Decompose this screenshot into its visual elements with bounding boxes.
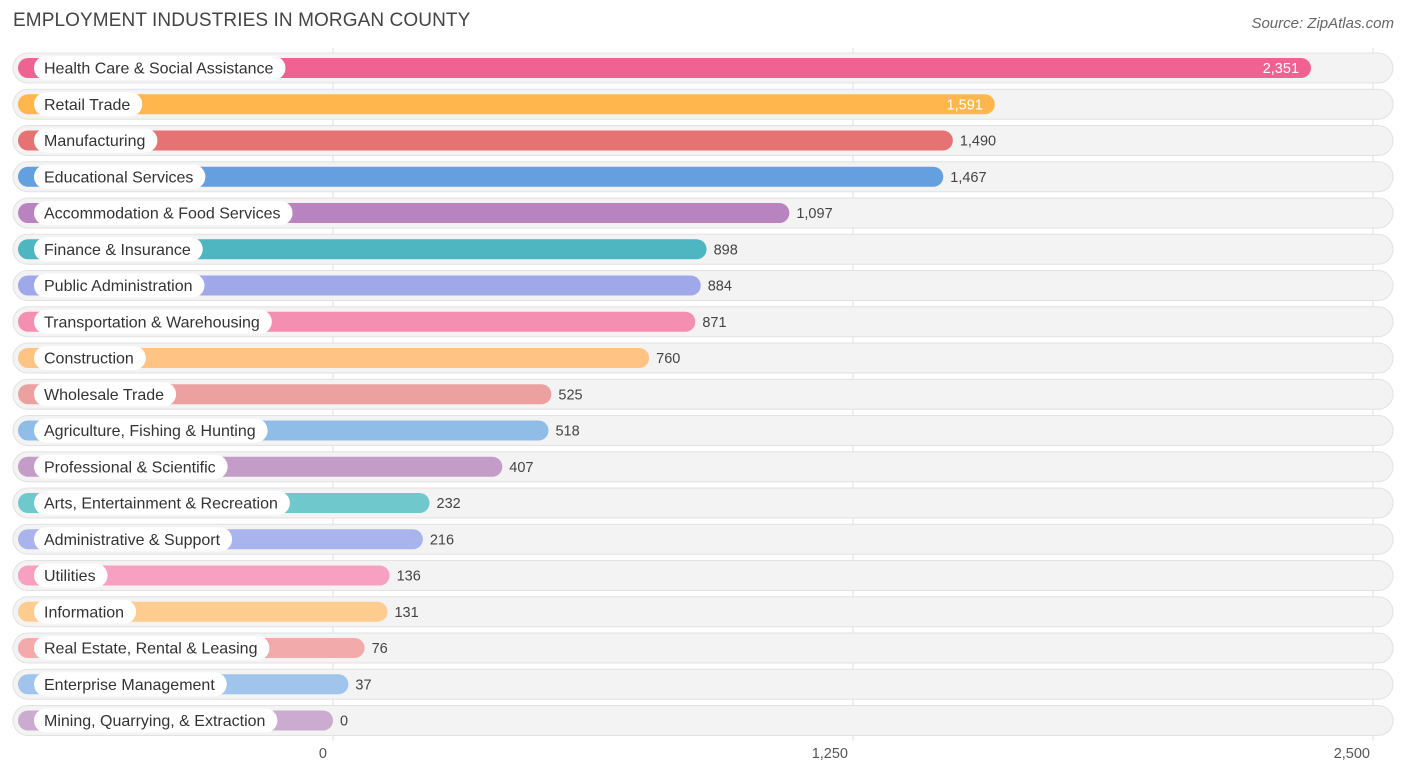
bar-row: Agriculture, Fishing & Hunting 518 <box>12 415 1394 446</box>
bar <box>18 348 650 368</box>
value-label: 871 <box>702 315 726 331</box>
bar-row: Administrative & Support 216 <box>12 523 1394 555</box>
category-label: Transportation & Warehousing <box>44 314 260 331</box>
category-label: Agriculture, Fishing & Hunting <box>44 423 256 440</box>
value-label: 1,490 <box>960 134 996 150</box>
bar-row: Public Administration 884 <box>12 270 1394 301</box>
bar-row: Accommodation & Food Services 1,097 <box>12 197 1394 229</box>
category-label: Finance & Insurance <box>44 242 191 259</box>
category-label: Arts, Entertainment & Recreation <box>44 496 278 513</box>
value-label: 1,591 <box>947 97 983 113</box>
bar-row: Mining, Quarrying, & Extraction 0 <box>12 705 1394 736</box>
category-label-pill <box>34 563 108 588</box>
category-label-pill <box>34 237 203 262</box>
category-label-pill <box>34 418 268 443</box>
value-label: 760 <box>656 351 680 367</box>
category-label-pill <box>34 92 143 117</box>
value-label: 2,351 <box>1263 61 1299 77</box>
bar-row: Transportation & Warehousing 871 <box>12 306 1394 338</box>
bar <box>18 58 1312 78</box>
category-label-pill <box>34 164 206 189</box>
bar-rows: Health Care & Social Assistance 2,351 Reta… <box>12 52 1394 736</box>
x-tick-label: 1,250 <box>812 746 848 762</box>
value-label: 884 <box>708 279 732 295</box>
bar-row: Retail Trade 1,591 <box>12 88 1394 120</box>
chart-title: EMPLOYMENT INDUSTRIES IN MORGAN COUNTY <box>13 10 471 31</box>
bar-row: Arts, Entertainment & Recreation 232 <box>12 487 1394 519</box>
bar-row: Finance & Insurance 898 <box>12 233 1394 265</box>
category-label: Accommodation & Food Services <box>44 206 281 223</box>
bar-row: Real Estate, Rental & Leasing 76 <box>12 632 1394 664</box>
category-label-pill <box>34 708 278 733</box>
value-label: 1,097 <box>796 206 832 222</box>
category-label-pill <box>34 672 227 697</box>
bar-row: Wholesale Trade 525 <box>12 378 1394 410</box>
bar-track <box>12 668 1394 700</box>
category-label: Administrative & Support <box>44 532 221 549</box>
category-label: Real Estate, Rental & Leasing <box>44 641 257 658</box>
x-axis-ticks: 0 1,250 2,500 <box>319 746 1370 762</box>
source-note: Source: ZipAtlas.com <box>1251 15 1394 32</box>
category-label-pill <box>34 599 137 624</box>
category-label-pill <box>34 491 290 515</box>
value-label: 131 <box>394 605 418 621</box>
category-label-pill <box>34 346 146 370</box>
x-tick-label: 0 <box>319 746 327 762</box>
bar <box>18 565 390 586</box>
bar-row: Professional & Scientific 407 <box>12 451 1394 483</box>
value-label: 232 <box>437 496 461 512</box>
category-label: Utilities <box>44 568 96 585</box>
value-label: 0 <box>340 714 348 730</box>
category-label-pill <box>34 273 205 298</box>
bar <box>18 94 995 115</box>
bar-row: Educational Services 1,467 <box>12 161 1394 193</box>
value-label: 525 <box>558 387 582 403</box>
category-label: Professional & Scientific <box>44 459 216 476</box>
category-label: Wholesale Trade <box>44 387 164 404</box>
value-label: 518 <box>555 424 579 440</box>
bar <box>18 130 953 151</box>
value-label: 76 <box>372 641 388 657</box>
category-label-pill <box>34 201 293 225</box>
value-label: 407 <box>509 460 533 476</box>
bar-row: Manufacturing 1,490 <box>12 125 1394 156</box>
value-label: 1,467 <box>950 170 986 186</box>
bar-row: Information 131 <box>12 596 1394 628</box>
category-label-pill <box>34 527 233 552</box>
category-label-pill <box>34 636 270 660</box>
category-label-pill <box>34 128 158 153</box>
bar-row: Health Care & Social Assistance 2,351 <box>12 52 1394 84</box>
category-label-pill <box>34 454 228 479</box>
bar-row: Construction 760 <box>12 342 1394 374</box>
category-label: Enterprise Management <box>44 677 215 694</box>
category-label: Construction <box>44 351 134 368</box>
category-label-pill <box>34 309 272 334</box>
category-label: Health Care & Social Assistance <box>44 61 274 78</box>
category-label: Public Administration <box>44 278 193 295</box>
category-label: Information <box>44 604 124 621</box>
value-label: 136 <box>397 569 421 585</box>
category-label-pill <box>34 382 177 407</box>
bar-row: Utilities 136 <box>12 560 1394 591</box>
bar <box>18 166 944 187</box>
value-label: 898 <box>714 242 738 258</box>
value-label: 216 <box>430 532 454 548</box>
category-label: Manufacturing <box>44 133 145 150</box>
value-label: 37 <box>355 677 371 693</box>
category-label: Mining, Quarrying, & Extraction <box>44 713 265 730</box>
category-label-pill <box>34 56 286 80</box>
bar-track <box>12 705 1394 736</box>
category-label: Educational Services <box>44 169 193 186</box>
x-tick-label: 2,500 <box>1334 746 1370 762</box>
category-label: Retail Trade <box>44 97 130 114</box>
bar-row: Enterprise Management 37 <box>12 668 1394 700</box>
